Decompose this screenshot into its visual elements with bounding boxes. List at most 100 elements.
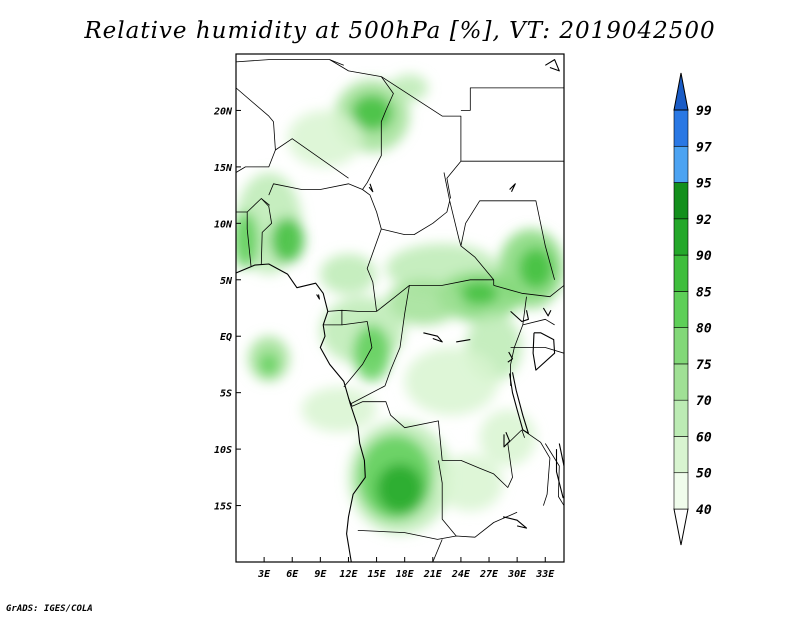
colorbar-label: 50 [696,467,712,482]
colorbar-label: 75 [696,358,712,373]
humidity-patch-1 [351,94,393,131]
colorbar-label: 85 [696,285,712,300]
humidity-patch-24 [437,454,504,512]
coastline-10 [509,183,516,192]
lat-tick-label: 20N [213,106,233,117]
boundary-line-16 [443,172,451,201]
lat-tick-label: 10S [214,445,232,456]
colorbar: 40 50 60 70 75 80 85 90 92 95 97 99 [673,72,712,546]
boundary-line-23 [350,285,410,405]
colorbar-label: 40 [696,503,712,518]
boundary-line-6 [236,121,276,173]
lat-tick-label: 15N [214,163,233,174]
lon-tick-label: 21E [423,569,443,580]
lon-tick-label: 33E [535,569,555,580]
lon-tick-label: 15E [368,569,387,580]
coastline-7 [542,307,552,317]
colorbar-label: 97 [696,140,712,155]
boundary-line-33 [521,429,525,438]
map-frame [235,53,565,563]
colorbar-high-extension [673,72,689,111]
coastline-14 [456,339,471,343]
humidity-patch-19 [404,347,499,416]
boundary-line-18 [493,285,564,298]
boundary-line-29 [438,460,457,537]
lon-tick-label: 24E [451,569,471,580]
humidity-patch-23 [376,463,424,514]
humidity-patch-10 [460,282,499,305]
lat-tick-label: 5S [220,389,232,400]
coastline-0 [236,263,366,562]
colorbar-label: 90 [696,249,712,264]
boundary-line-3 [381,76,462,162]
lon-tick-label: 12E [339,569,358,580]
humidity-patch-15 [353,324,391,382]
humidity-patch-6 [236,212,259,269]
coastlines [236,59,564,562]
colorbar-segment-60 [673,399,689,437]
humidity-patch-20 [301,387,377,433]
lat-tick-label: 10N [214,219,233,230]
boundary-line-4 [460,87,564,111]
boundary-line-32 [432,539,443,562]
colorbar-segment-95 [673,145,689,183]
colorbar-segment-70 [673,363,689,401]
coastline-1 [316,294,320,300]
coastline-5 [510,310,529,323]
boundary-line-14 [446,160,462,199]
coastline-11 [368,183,374,193]
coastline-13 [423,332,443,343]
latitude-axis: 20N 15N 10N 5N EQ 5S 10S 15S [213,106,241,513]
colorbar-label: 60 [696,430,712,445]
boundary-line-20 [327,309,377,312]
boundary-line-17 [460,200,555,280]
coastline-12 [545,59,560,72]
lon-tick-label: 30E [507,569,527,580]
boundary-line-27 [348,398,523,488]
humidity-patch-12 [519,248,553,289]
boundary-line-5 [236,87,274,122]
humidity-patch-3 [390,74,429,102]
grads-credit: GrADS: IGES/COLA [6,604,93,614]
boundary-line-7 [275,138,349,179]
lon-tick-label: 27E [479,569,499,580]
colorbar-label: 95 [696,177,712,192]
boundary-line-22 [341,321,373,388]
colorbar-low-extension [673,508,689,546]
lat-tick-label: 15S [214,502,232,513]
colorbar-label: 80 [696,322,712,337]
coastline-6 [532,332,556,371]
coastline-2 [509,372,529,434]
colorbar-label: 70 [696,394,712,409]
humidity-patch-5 [270,217,305,263]
colorbar-label: 99 [696,104,712,119]
boundary-line-30 [522,429,551,506]
colorbar-segment-50 [673,436,689,474]
boundary-line-11 [261,198,270,206]
boundary-line-10 [246,212,252,267]
boundary-line-8 [268,183,363,196]
colorbar-label: 92 [696,213,712,228]
lat-tick-label: EQ [220,332,232,343]
boundary-line-25 [522,318,555,326]
colorbar-segment-75 [673,327,689,365]
humidity-patch-17 [259,353,279,376]
boundary-line-26 [510,347,564,354]
colorbar-segment-92 [673,182,689,220]
coastline-8 [555,443,564,499]
lon-tick-label: 9E [314,569,327,580]
figure-title: Relative humidity at 500hPa [%], VT: 201… [84,18,716,44]
lon-tick-label: 6E [286,569,299,580]
humidity-patch-2 [287,110,363,167]
colorbar-segment-40 [673,472,689,510]
lat-tick-label: 5N [220,276,233,287]
coastline-9 [502,516,528,529]
longitude-axis: 3E 6E 9E 12E 15E 18E 21E 24E 27E 30E 33E [257,557,555,580]
boundary-line-2 [362,76,394,190]
boundary-line-1 [329,59,344,66]
country-boundaries [236,59,564,562]
coastline-4 [507,351,514,363]
humidity-patch-7 [320,253,377,295]
colorbar-segment-85 [673,254,689,292]
